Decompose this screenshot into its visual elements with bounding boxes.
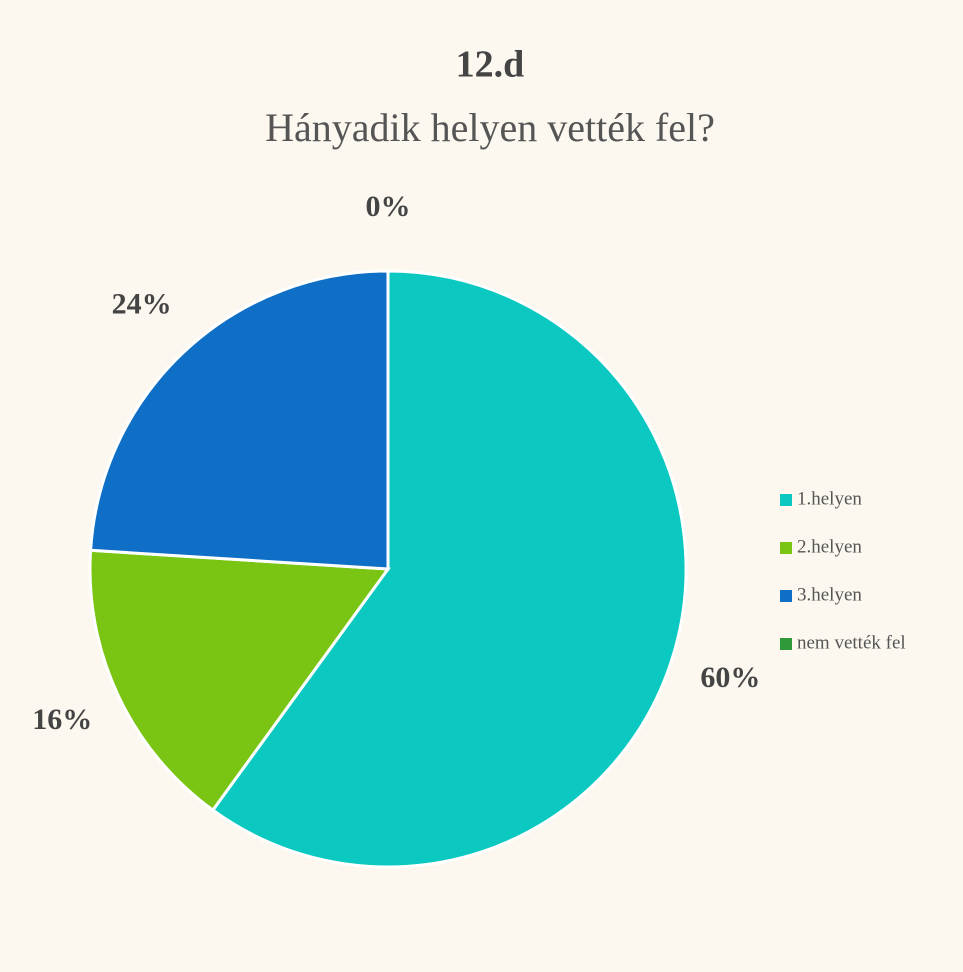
- pie-slice: [88, 269, 390, 571]
- legend-swatch: [780, 542, 792, 554]
- legend-label: 1.helyen: [797, 488, 862, 509]
- legend-label: 3.helyen: [797, 584, 862, 605]
- legend-swatch: [780, 638, 792, 650]
- legend-swatch: [780, 590, 792, 602]
- data-label: 16%: [32, 703, 92, 736]
- chart-title: 12.d: [456, 44, 525, 86]
- data-label: 24%: [112, 287, 172, 320]
- legend-label: 2.helyen: [797, 536, 862, 557]
- chart-subtitle: Hányadik helyen vették fel?: [265, 105, 715, 150]
- data-label: 0%: [366, 190, 411, 223]
- pie-slice: [210, 269, 688, 869]
- legend-label: nem vették fel: [797, 632, 906, 653]
- legend-swatch: [780, 494, 792, 506]
- pie-slice: [88, 548, 391, 813]
- data-label: 60%: [700, 661, 760, 694]
